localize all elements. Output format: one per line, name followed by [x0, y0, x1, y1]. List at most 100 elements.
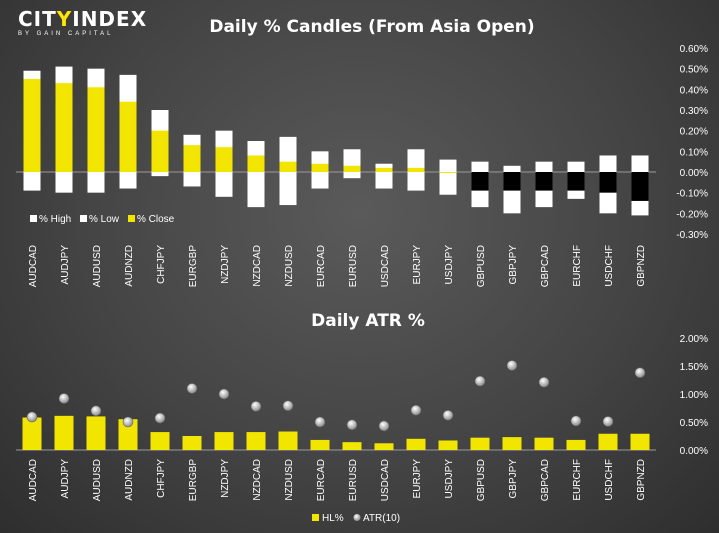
atr-category-label: AUDUSD [92, 459, 103, 501]
atr-marker [90, 405, 102, 417]
atr-marker [346, 419, 358, 431]
candles-category-label: GBPUSD [476, 245, 487, 287]
candles-category-label: USDCAD [380, 245, 391, 287]
candles-chart: AUDCAD AUDJPY AUDUSD AUDNZD CHFJPY EURGBP NZDJ… [16, 44, 708, 287]
cityindex-logo: CITYINDEX BY GAIN CAPITAL [18, 8, 147, 37]
candle-close-bar [151, 130, 169, 172]
legend-high-swatch [30, 215, 37, 222]
atr-marker [26, 411, 38, 423]
candles-category-label: GBPJPY [508, 245, 519, 285]
atr-marker [570, 415, 582, 427]
atr-category-label: EURJPY [412, 459, 423, 499]
atr-category-label: AUDJPY [60, 459, 71, 499]
logo-text-y: Y [56, 7, 73, 31]
candle-close-bar [535, 172, 553, 191]
atr-category-label: NZDJPY [220, 459, 231, 498]
candles-category-label: EURCHF [572, 245, 583, 287]
candles-category-label: NZDCAD [252, 245, 263, 287]
atr-y-tick-label: 1.00% [680, 390, 708, 401]
atr-category-label: EURUSD [348, 459, 359, 501]
atr-hl-bar [630, 433, 650, 450]
candle-close-bar [87, 87, 105, 172]
atr-marker [410, 404, 422, 416]
atr-category-label: GBPUSD [476, 459, 487, 501]
legend-high-label: % High [39, 214, 71, 225]
candle-close-bar [599, 172, 617, 193]
legend-close-swatch [128, 215, 135, 222]
legend-low-label: % Low [89, 214, 120, 225]
atr-category-label: GBPCAD [540, 459, 551, 501]
logo-wordmark: CITYINDEX [18, 8, 147, 30]
candles-y-tick-label: 0.20% [680, 127, 708, 138]
candle-close-bar [215, 147, 233, 172]
candles-category-label: EURCAD [316, 245, 327, 287]
legend-hl-swatch [312, 514, 319, 521]
atr-category-label: EURGBP [188, 459, 199, 502]
atr-hl-bar [22, 417, 42, 450]
atr-marker [474, 375, 486, 387]
atr-marker [602, 416, 614, 427]
candle-close-bar [503, 172, 521, 191]
atr-category-label: CHFJPY [156, 459, 167, 498]
atr-hl-bar [214, 432, 234, 450]
atr-y-tick-label: 0.50% [680, 418, 708, 429]
legend-hl-label: HL% [322, 513, 344, 524]
atr-chart-title: Daily ATR % [311, 311, 425, 331]
atr-marker [154, 412, 166, 424]
atr-marker [218, 388, 230, 400]
atr-hl-bar [374, 443, 394, 450]
atr-hl-bar [342, 442, 362, 450]
atr-category-label: AUDNZD [124, 459, 135, 501]
atr-hl-bar [566, 439, 586, 450]
atr-marker [314, 416, 326, 428]
atr-category-label: GBPJPY [508, 459, 519, 499]
atr-hl-bar [54, 415, 74, 450]
candles-chart-title: Daily % Candles (From Asia Open) [209, 17, 534, 37]
atr-marker [538, 376, 550, 388]
atr-marker [506, 360, 518, 371]
atr-hl-bar [182, 436, 202, 450]
atr-category-label: AUDCAD [28, 459, 39, 501]
candle-close-bar [55, 83, 73, 172]
candles-category-label: CHFJPY [156, 245, 167, 284]
candles-y-tick-label: 0.40% [680, 85, 708, 96]
logo-text-cit: CIT [18, 7, 57, 31]
atr-category-label: USDCHF [604, 459, 615, 501]
candles-category-label: AUDUSD [92, 245, 103, 287]
atr-marker [282, 400, 294, 412]
candles-category-label: USDJPY [444, 245, 455, 285]
candles-category-label: EURGBP [188, 245, 199, 288]
atr-marker [186, 383, 198, 394]
candles-category-label: NZDUSD [284, 245, 295, 287]
candles-y-tick-label: 0.50% [680, 65, 708, 76]
legend-close-label: % Close [137, 214, 175, 225]
atr-marker [634, 367, 646, 379]
atr-hl-bar [502, 437, 522, 450]
candles-y-tick-label: -0.30% [676, 230, 708, 241]
atr-category-label: EURCHF [572, 459, 583, 501]
candle-range-bar [375, 163, 393, 189]
legend-low-swatch [80, 215, 87, 222]
atr-hl-bar [598, 433, 618, 450]
atr-y-tick-label: 1.50% [680, 362, 708, 373]
atr-y-tick-label: 0.00% [680, 446, 708, 457]
candle-close-bar [439, 172, 457, 173]
candles-y-tick-label: 0.10% [680, 147, 708, 158]
candle-range-bar [247, 141, 265, 208]
candles-category-label: AUDJPY [60, 245, 71, 285]
candles-category-label: GBPCAD [540, 245, 551, 287]
atr-hl-bar [406, 438, 426, 450]
candle-close-bar [471, 172, 489, 191]
candle-range-bar [343, 149, 361, 179]
candles-category-label: EURJPY [412, 245, 423, 285]
logo-text-index: INDEX [72, 7, 148, 31]
candles-y-tick-label: 0.60% [680, 44, 708, 55]
atr-hl-bar [278, 431, 298, 450]
atr-hl-bar [246, 432, 266, 450]
candle-close-bar [183, 145, 201, 172]
candles-y-tick-label: 0.30% [680, 106, 708, 117]
candles-category-label: GBPNZD [636, 245, 647, 287]
atr-category-label: USDJPY [444, 459, 455, 499]
atr-hl-bar [470, 437, 490, 450]
candle-close-bar [343, 165, 361, 172]
